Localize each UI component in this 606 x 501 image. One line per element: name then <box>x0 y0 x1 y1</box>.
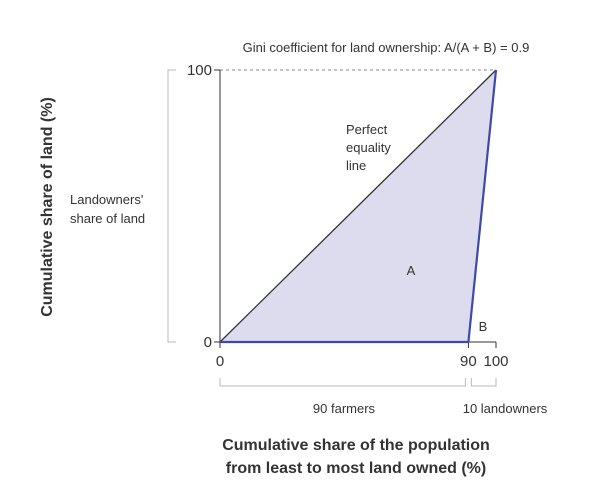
landowners-bracket-label: 10 landowners <box>463 401 548 416</box>
y-tick-label-100: 100 <box>187 62 212 79</box>
landowners-bracket <box>470 378 497 387</box>
landowners-share-label-1: Landowners' <box>70 192 143 207</box>
y-tick-label-0: 0 <box>204 334 212 351</box>
landowners-share-bracket <box>167 69 176 343</box>
chart-title: Gini coefficient for land ownership: A/(… <box>243 40 530 55</box>
farmers-bracket-label: 90 farmers <box>313 401 376 416</box>
x-tick-label-0: 0 <box>216 353 224 370</box>
farmers-bracket <box>219 378 466 387</box>
x-axis-label-line-2: from least to most land owned (%) <box>226 460 486 477</box>
x-axis-label-line-1: Cumulative share of the population <box>222 437 490 454</box>
y-axis-label: Cumulative share of land (%) <box>39 97 56 317</box>
equality-line-label-1: Perfect <box>346 122 388 137</box>
lorenz-curve <box>220 69 498 344</box>
equality-line-label-2: equality <box>346 140 391 155</box>
region-b-label: B <box>479 319 488 334</box>
landowners-share-label-2: share of land <box>70 211 145 226</box>
x-tick-label-100: 100 <box>483 353 508 370</box>
region-a-label: A <box>407 263 416 278</box>
x-tick-label-90: 90 <box>460 353 477 370</box>
equality-line-label-3: line <box>346 158 366 173</box>
equality-line <box>219 69 497 343</box>
